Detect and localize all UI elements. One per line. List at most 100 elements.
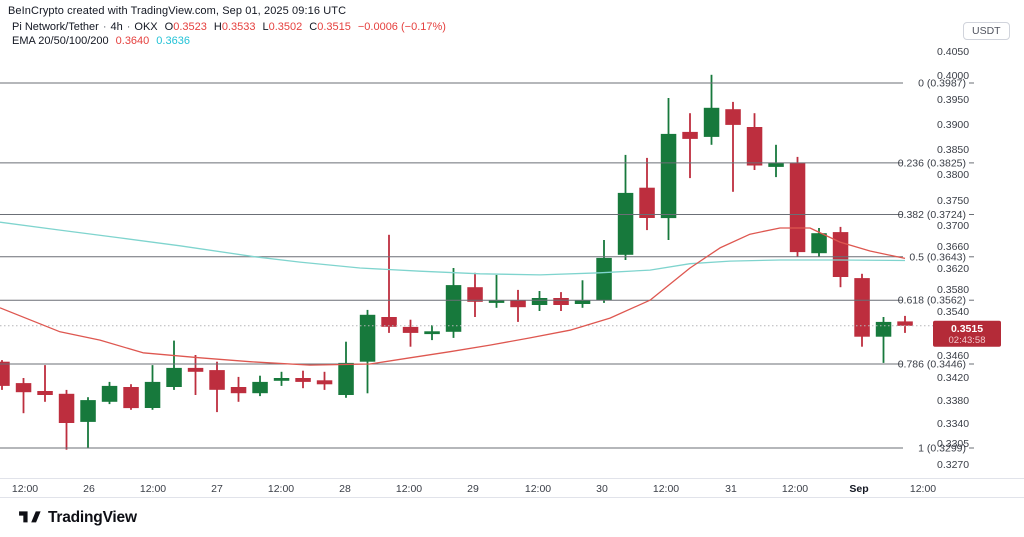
candle — [617, 154, 634, 260]
candle-body — [531, 298, 548, 305]
candle-body — [832, 232, 849, 277]
time-axis-label: 12:00 — [652, 483, 680, 495]
price-axis-label: 0.3580 — [937, 284, 970, 296]
candle — [768, 144, 784, 178]
candle-body — [402, 326, 419, 333]
candle-body — [596, 257, 612, 301]
ohlc-high: H0.3533 — [213, 21, 256, 33]
fib-level-label: 0.382 (0.3724) — [898, 209, 966, 221]
candle — [725, 101, 741, 192]
candle — [230, 376, 247, 402]
time-axis[interactable]: 12:00 26 12:00 27 12:00 28 12:00 29 12:00 30 12:00… — [0, 478, 1024, 498]
fib-level-label: 0.786 (0.3446) — [898, 359, 966, 371]
time-axis-label: 12:00 — [524, 483, 552, 495]
candle-body — [725, 109, 741, 125]
candle-body — [660, 133, 677, 219]
candle-body — [682, 131, 698, 139]
ohlc-close: C0.3515 — [309, 21, 351, 33]
candle — [316, 371, 333, 390]
watermark-title: BeInCrypto created with TradingView.com,… — [8, 5, 347, 17]
ema-fast-value: 0.3640 — [115, 35, 150, 47]
time-axis-label: 12:00 — [781, 483, 809, 495]
candle-body — [897, 321, 913, 326]
price-axis-label: 0.3850 — [937, 143, 970, 156]
symbol-name[interactable]: Pi Network/Tether — [12, 21, 99, 33]
ema-fast-line — [0, 227, 906, 366]
legend-separator: · — [102, 21, 107, 33]
candle-body — [273, 378, 290, 381]
time-axis-label: 29 — [467, 483, 479, 495]
time-axis-label: 27 — [211, 483, 223, 495]
candle-body — [80, 400, 96, 422]
price-axis-label: 0.3620 — [937, 262, 970, 275]
ema-slow-line — [0, 221, 906, 276]
candle — [187, 355, 204, 395]
price-axis-label: 0.3950 — [937, 94, 970, 107]
time-axis-label: 28 — [339, 483, 351, 495]
candle — [510, 289, 526, 322]
time-axis-label: 12:00 — [395, 483, 423, 495]
candle — [101, 381, 118, 405]
candle-body — [639, 187, 655, 218]
candle — [488, 274, 505, 308]
candle — [295, 370, 311, 389]
price-axis-label: 0.3420 — [937, 372, 970, 385]
time-axis-label: Sep — [849, 483, 869, 495]
time-axis-label: 31 — [725, 483, 737, 495]
candle-body — [445, 285, 462, 332]
candle — [703, 74, 720, 145]
fib-level-label: 1 (0.3299) — [918, 443, 966, 455]
price-axis-label: 0.3270 — [937, 458, 970, 471]
candle — [897, 315, 913, 333]
price-axis-label: 0.3800 — [937, 169, 970, 181]
candle-body — [209, 370, 225, 390]
candle-body — [359, 314, 376, 362]
candle — [359, 309, 376, 394]
candle — [381, 234, 397, 333]
candle — [553, 292, 569, 311]
candle-body — [617, 192, 634, 255]
price-axis-label: 0.3660 — [937, 241, 970, 254]
candle-body — [144, 381, 161, 408]
price-axis-label: 0.3750 — [937, 194, 970, 207]
fib-level-label: 0.618 (0.3562) — [898, 295, 966, 307]
candle-body — [510, 300, 526, 308]
price-axis[interactable]: 0.4050 0.4000 0.3950 0.3900 0.3850 0.3800 0.37… — [930, 0, 1024, 478]
candle-body — [854, 278, 870, 337]
fib-level-label: 0 (0.3987) — [918, 78, 966, 90]
candle-body — [37, 391, 53, 395]
candle-body — [703, 107, 720, 137]
candle-body — [338, 362, 354, 395]
interval-label[interactable]: 4h — [110, 21, 123, 33]
price-axis-unit-badge[interactable]: USDT — [963, 22, 1010, 40]
candle — [0, 360, 10, 390]
candle-body — [488, 300, 505, 303]
price-axis-label: 0.3900 — [937, 119, 970, 131]
price-axis-label: 0.4000 — [937, 70, 970, 83]
candle — [80, 397, 96, 448]
time-axis-label: 12:00 — [909, 483, 937, 495]
candle — [467, 272, 483, 317]
candle — [252, 375, 268, 397]
candle — [15, 378, 32, 414]
candle-body — [789, 162, 806, 253]
ema-slow-value: 0.3636 — [156, 35, 190, 47]
candle — [854, 273, 870, 347]
candle — [209, 361, 225, 413]
candle — [37, 365, 53, 402]
candle — [445, 268, 462, 338]
candle-body — [316, 380, 333, 385]
candle — [58, 389, 75, 450]
price-axis-label: 0.3305 — [937, 438, 970, 450]
price-axis-label: 0.3700 — [937, 220, 970, 233]
candle-body — [811, 233, 827, 254]
ema-indicator-label[interactable]: EMA 20/50/100/200 — [12, 35, 109, 47]
time-axis-label: 26 — [83, 483, 95, 495]
tradingview-logo-text[interactable]: TradingView — [48, 508, 137, 526]
ohlc-low: L0.3502 — [262, 21, 303, 33]
tradingview-logo-icon[interactable] — [19, 509, 41, 526]
last-price-badge-bg — [933, 320, 1001, 347]
